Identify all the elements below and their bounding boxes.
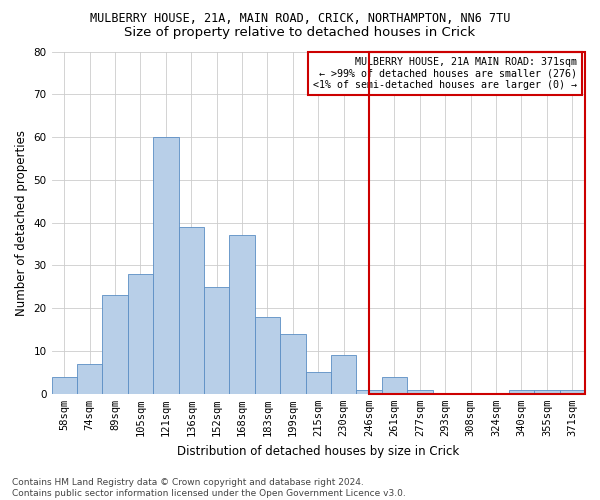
Bar (369, 52, 585, 394)
Bar (356, 390, 382, 394)
X-axis label: Distribution of detached houses by size in Crick: Distribution of detached houses by size … (177, 444, 460, 458)
Text: Contains HM Land Registry data © Crown copyright and database right 2024.
Contai: Contains HM Land Registry data © Crown c… (12, 478, 406, 498)
Text: MULBERRY HOUSE, 21A MAIN ROAD: 371sqm
← >99% of detached houses are smaller (276: MULBERRY HOUSE, 21A MAIN ROAD: 371sqm ← … (313, 56, 577, 90)
Bar (280, 334, 305, 394)
Bar (204, 287, 229, 394)
Bar (179, 227, 204, 394)
Bar (77, 364, 103, 394)
Bar (534, 390, 560, 394)
Bar (382, 376, 407, 394)
Bar (128, 274, 153, 394)
Bar (229, 236, 255, 394)
Text: MULBERRY HOUSE, 21A, MAIN ROAD, CRICK, NORTHAMPTON, NN6 7TU: MULBERRY HOUSE, 21A, MAIN ROAD, CRICK, N… (90, 12, 510, 26)
Bar (255, 317, 280, 394)
Bar (103, 296, 128, 394)
Bar (331, 356, 356, 394)
Bar (153, 137, 179, 394)
Bar (305, 372, 331, 394)
Text: Size of property relative to detached houses in Crick: Size of property relative to detached ho… (124, 26, 476, 39)
Y-axis label: Number of detached properties: Number of detached properties (15, 130, 28, 316)
Bar (560, 390, 585, 394)
Bar (509, 390, 534, 394)
Bar (52, 376, 77, 394)
Bar (407, 390, 433, 394)
